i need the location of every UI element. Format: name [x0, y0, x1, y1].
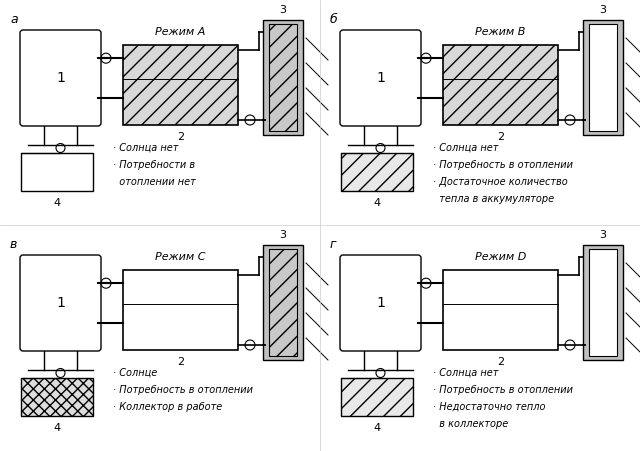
Bar: [263, 20, 303, 135]
Text: 1: 1: [56, 71, 65, 85]
Text: 1: 1: [376, 71, 385, 85]
Bar: [21, 153, 93, 191]
Text: Режим А: Режим А: [156, 27, 205, 37]
Text: · Солнце: · Солнце: [113, 368, 157, 378]
Bar: [269, 24, 297, 131]
Text: г: г: [330, 238, 337, 251]
FancyBboxPatch shape: [20, 255, 101, 351]
Text: 3: 3: [600, 230, 607, 240]
Text: в: в: [10, 238, 17, 251]
FancyBboxPatch shape: [20, 30, 101, 126]
Text: б: б: [330, 13, 338, 26]
Text: 2: 2: [177, 132, 184, 142]
Bar: [21, 378, 93, 416]
Text: · Потребности в: · Потребности в: [113, 160, 195, 170]
Text: отоплении нет: отоплении нет: [113, 177, 196, 187]
Text: · Потребность в отоплении: · Потребность в отоплении: [433, 160, 573, 170]
Text: 4: 4: [373, 423, 381, 433]
Text: тепла в аккумуляторе: тепла в аккумуляторе: [433, 194, 554, 204]
Text: 4: 4: [373, 198, 381, 208]
Text: 3: 3: [600, 5, 607, 15]
Text: 2: 2: [497, 357, 504, 367]
Bar: [589, 24, 617, 131]
Bar: [443, 270, 558, 350]
Text: 2: 2: [497, 132, 504, 142]
FancyBboxPatch shape: [340, 30, 421, 126]
Text: 1: 1: [56, 296, 65, 310]
Text: 4: 4: [53, 423, 61, 433]
Text: · Потребность в отоплении: · Потребность в отоплении: [113, 385, 253, 395]
Text: · Потребность в отоплении: · Потребность в отоплении: [433, 385, 573, 395]
Text: 1: 1: [376, 296, 385, 310]
Text: · Солнца нет: · Солнца нет: [433, 143, 499, 153]
FancyBboxPatch shape: [340, 255, 421, 351]
Bar: [123, 45, 238, 125]
Bar: [589, 249, 617, 356]
Bar: [269, 249, 297, 356]
Text: Режим С: Режим С: [156, 252, 205, 262]
Text: 3: 3: [280, 5, 287, 15]
Bar: [123, 270, 238, 350]
Bar: [341, 378, 413, 416]
Text: Режим В: Режим В: [476, 27, 525, 37]
Bar: [341, 153, 413, 191]
Text: 2: 2: [177, 357, 184, 367]
Text: Режим D: Режим D: [475, 252, 526, 262]
Text: 4: 4: [53, 198, 61, 208]
Text: · Коллектор в работе: · Коллектор в работе: [113, 402, 222, 412]
Bar: [443, 45, 558, 125]
Bar: [263, 245, 303, 360]
Text: · Солнца нет: · Солнца нет: [113, 143, 179, 153]
Text: · Достаточное количество: · Достаточное количество: [433, 177, 568, 187]
Bar: [583, 245, 623, 360]
Text: а: а: [10, 13, 18, 26]
Text: 3: 3: [280, 230, 287, 240]
Text: · Солнца нет: · Солнца нет: [433, 368, 499, 378]
Bar: [583, 20, 623, 135]
Text: · Недостаточно тепло: · Недостаточно тепло: [433, 402, 545, 412]
Text: в коллекторе: в коллекторе: [433, 419, 508, 429]
